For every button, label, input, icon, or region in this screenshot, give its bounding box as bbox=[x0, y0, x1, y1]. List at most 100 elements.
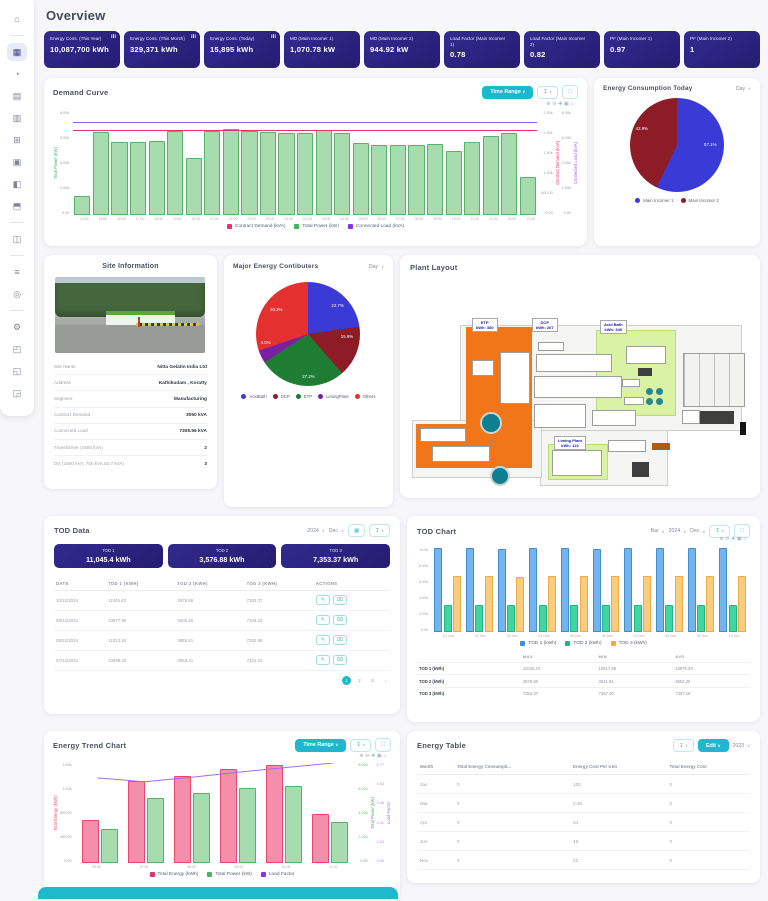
x-tick: 14:00 bbox=[75, 217, 94, 221]
sidebar-item-list[interactable]: ≡ bbox=[7, 263, 27, 281]
table-cell: 22 bbox=[570, 851, 666, 870]
download-button[interactable]: ↧ ∨ bbox=[537, 86, 558, 99]
actions-cell: ✎⌧ bbox=[314, 650, 390, 670]
sidebar-item-image[interactable]: ▣ bbox=[7, 153, 27, 171]
column-header: TOD 3 (KWH) bbox=[245, 577, 314, 591]
page-button-›[interactable]: › bbox=[381, 676, 390, 685]
table-cell: 3505.45 bbox=[175, 610, 244, 630]
edit-row-button[interactable]: ✎ bbox=[316, 595, 330, 605]
kpi-label: Energy Cons. (Today) bbox=[210, 36, 275, 42]
tod-year-select[interactable]: 2024 ∨ bbox=[307, 528, 324, 534]
table-cell: 0 bbox=[454, 851, 570, 870]
legend-swatch bbox=[294, 224, 299, 229]
delete-row-button[interactable]: ⌧ bbox=[333, 595, 347, 605]
axis-tick: 10.0k bbox=[419, 548, 428, 552]
kpi-label: Energy Cons. (This Year) bbox=[50, 36, 115, 42]
sidebar-item-globe[interactable]: ◎ bbox=[7, 285, 27, 303]
table-cell: 7343.23 bbox=[245, 610, 314, 630]
site-info-value: 7308.56 kVA bbox=[179, 429, 207, 434]
axis-tick: 4.00k bbox=[419, 596, 428, 600]
legend-swatch bbox=[635, 198, 640, 203]
demand-bar bbox=[427, 144, 443, 216]
sidebar-item-analytics[interactable]: ▥ bbox=[7, 109, 27, 127]
sidebar-item-gauge[interactable]: ◔ bbox=[7, 65, 27, 83]
actions-cell: ✎⌧ bbox=[314, 630, 390, 650]
sidebar-item-report[interactable]: ▤ bbox=[7, 87, 27, 105]
contributors-title: Major Energy Contibuters bbox=[233, 263, 318, 270]
pie-value-label: 42.9% bbox=[636, 126, 648, 131]
stats-column: MAX bbox=[521, 651, 597, 663]
plotly-modebar[interactable]: ⊕⊖✛▣⌂ bbox=[546, 101, 575, 107]
sidebar-item-settings[interactable]: ⚙ bbox=[7, 318, 27, 336]
kpi-value: 944.92 kW bbox=[370, 45, 435, 54]
delete-row-button[interactable]: ⌧ bbox=[333, 635, 347, 645]
calendar-button[interactable]: ▦ bbox=[348, 524, 365, 537]
legend-swatch bbox=[241, 394, 246, 399]
table-cell: 0 bbox=[454, 832, 570, 851]
tod-month-select[interactable]: Dec ∨ bbox=[329, 528, 344, 534]
building bbox=[432, 446, 490, 462]
page-button-1[interactable]: 1 bbox=[342, 676, 351, 685]
kpi-label: MD (Main Incomer 2) bbox=[370, 36, 435, 42]
axis-tick: 0.31 bbox=[377, 821, 384, 825]
edit-button[interactable]: Edit ∨ bbox=[698, 739, 729, 752]
tod-chart-year-select[interactable]: 2024 ∨ bbox=[669, 528, 686, 534]
sidebar-item-briefcase[interactable]: ◰ bbox=[7, 340, 27, 358]
contributors-range-select[interactable]: Day ∨ bbox=[369, 264, 384, 270]
kpi-card-9: PF (Main Incomer 2)1 bbox=[684, 31, 760, 68]
delete-row-button[interactable]: ⌧ bbox=[333, 655, 347, 665]
edit-row-button[interactable]: ✎ bbox=[316, 635, 330, 645]
sidebar-item-dashboard[interactable]: ▦ bbox=[7, 43, 27, 61]
page-button-2[interactable]: 2 bbox=[355, 676, 364, 685]
energy-today-range-select[interactable]: Day ∨ bbox=[736, 86, 751, 92]
edit-row-button[interactable]: ✎ bbox=[316, 615, 330, 625]
demand-curve-panel: Demand Curve Time Range ∨ ↧ ∨ ⛶ ⊕⊖✛▣⌂ To… bbox=[44, 78, 587, 246]
tod-bar bbox=[719, 548, 727, 632]
trend-download-button[interactable]: ↧ ∨ bbox=[350, 739, 371, 752]
plotly-modebar[interactable]: ⊕⊖✛▣⌂ bbox=[719, 536, 748, 542]
energy-table-download-button[interactable]: ↧ ∨ bbox=[673, 739, 694, 752]
tod-download-button[interactable]: ↧ ∨ bbox=[369, 524, 390, 537]
sidebar-item-grid[interactable]: ⊞ bbox=[7, 131, 27, 149]
sidebar-item-archive[interactable]: ◱ bbox=[7, 362, 27, 380]
tod-card-label: TOD 3 bbox=[283, 548, 388, 553]
tod-chart-month-select[interactable]: Dec ∨ bbox=[690, 528, 705, 534]
sidebar-item-factory[interactable]: ⬒ bbox=[7, 197, 27, 215]
chart-type-select[interactable]: Bar ∨ bbox=[651, 528, 665, 534]
building bbox=[420, 428, 466, 442]
column-header: Total Energy Consumpti... bbox=[454, 759, 570, 775]
time-range-button[interactable]: Time Range ∨ bbox=[482, 86, 533, 99]
trend-fullscreen-button[interactable]: ⛶ bbox=[375, 738, 391, 752]
trend-time-range-button[interactable]: Time Range ∨ bbox=[295, 739, 346, 752]
demand-bars bbox=[71, 111, 539, 215]
energy-table-year-select[interactable]: 2023 ∨ bbox=[733, 743, 750, 749]
sidebar-item-home[interactable]: ⌂ bbox=[7, 10, 27, 28]
site-info-value: 3 bbox=[204, 462, 207, 467]
edit-row-button[interactable]: ✎ bbox=[316, 655, 330, 665]
delete-row-button[interactable]: ⌧ bbox=[333, 615, 347, 625]
energy-today-title: Energy Consumption Today bbox=[603, 85, 693, 92]
axis-title: Contract Demand (kVA) bbox=[555, 111, 560, 215]
plotly-modebar[interactable]: ⊕⊖✛▣⌂ bbox=[359, 753, 388, 759]
table-cell: 10898.42 bbox=[106, 650, 175, 670]
x-tick: 03 Dec bbox=[496, 634, 528, 638]
axis-tick: 0.46 bbox=[377, 801, 384, 805]
sidebar-item-gear[interactable]: ◲ bbox=[7, 384, 27, 402]
sidebar-item-layout[interactable]: ◧ bbox=[7, 175, 27, 193]
acid-tank bbox=[646, 388, 653, 395]
fullscreen-button[interactable]: ⛶ bbox=[562, 85, 578, 99]
page-button-3[interactable]: 3 bbox=[368, 676, 377, 685]
dark-structure bbox=[700, 411, 734, 424]
sidebar-item-building[interactable]: ◫ bbox=[7, 230, 27, 248]
zone-kwh: kWh: 340 bbox=[604, 327, 623, 332]
axis-tick: 1.60k bbox=[60, 763, 72, 767]
